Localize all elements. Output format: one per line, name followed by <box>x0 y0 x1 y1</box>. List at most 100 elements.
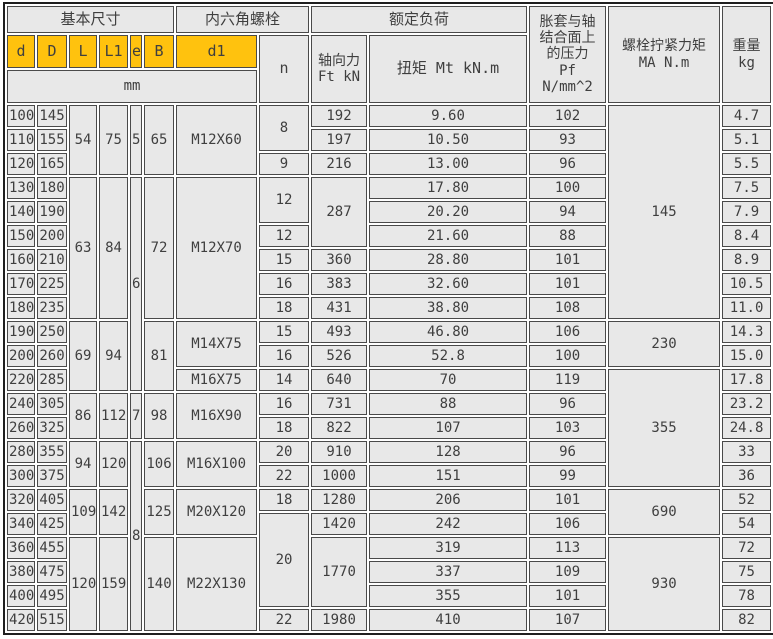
table-cell: 96 <box>529 393 607 415</box>
header-basic-dimensions: 基本尺寸 <box>7 6 175 33</box>
table-cell: 140 <box>7 201 35 223</box>
table-cell: 192 <box>311 105 368 127</box>
table-cell: 14.3 <box>722 321 772 343</box>
table-cell: 100 <box>7 105 35 127</box>
col-header-torque: 扭矩 Mt kN.m <box>369 35 528 103</box>
table-row: 220 285 M16X75 14 640 70 119 355 17.8 <box>7 369 772 487</box>
table-cell: 493 <box>311 321 368 343</box>
table-cell: 1770 <box>311 537 368 607</box>
table-cell: 52.8 <box>369 345 528 367</box>
header-hex-socket-bolt: 内六角螺栓 <box>176 6 310 33</box>
table-cell: 102 <box>529 105 607 127</box>
table-cell: 107 <box>529 609 607 631</box>
table-cell: 383 <box>311 273 368 295</box>
table-row: 130 180 63 84 6 72 M12X70 12 287 17.80 100 7.5 <box>7 177 772 391</box>
table-row: 300 375 22 1000 151 99 36 <box>7 465 772 487</box>
table-cell: 101 <box>529 489 607 511</box>
table-cell: 7.9 <box>722 201 772 223</box>
table-cell: 17.8 <box>722 369 772 391</box>
table-cell: 103 <box>529 417 607 439</box>
table-cell: 12 <box>259 225 310 247</box>
table-row: 320 405 109 142 125 M20X120 18 1280 206 101 690 52 <box>7 489 772 535</box>
table-cell: 86 <box>69 393 97 439</box>
table-cell: 420 <box>7 609 35 631</box>
header-weight: 重量 kg <box>722 6 772 103</box>
table-cell: 96 <box>529 153 607 175</box>
table-cell: 84 <box>99 177 128 319</box>
table-cell: 10.50 <box>369 129 528 151</box>
table-cell: 108 <box>529 297 607 319</box>
table-cell: 180 <box>37 177 67 199</box>
col-header-d: d <box>7 35 35 68</box>
table-cell: M16X75 <box>176 369 258 391</box>
table-cell: 7 <box>130 393 142 439</box>
table-cell: 36 <box>722 465 772 487</box>
table-cell: 220 <box>7 369 35 391</box>
table-cell: 8.4 <box>722 225 772 247</box>
table-cell: 319 <box>369 537 528 559</box>
table-cell: 120 <box>99 441 128 487</box>
expansion-sleeve-spec-table: 基本尺寸 内六角螺栓 额定负荷 胀套与轴 结合面上 的压力 Pf N/mm^2 … <box>3 2 773 635</box>
table-cell: 355 <box>369 585 528 607</box>
col-header-L: L <box>69 35 97 68</box>
table-row: 340 425 20 1420 242 106 54 <box>7 513 772 607</box>
table-cell: 16 <box>259 345 310 367</box>
table-cell: 5.1 <box>722 129 772 151</box>
table-cell: 305 <box>37 393 67 415</box>
table-cell: 106 <box>144 441 175 487</box>
col-header-d1: d1 <box>176 35 258 68</box>
table-row: 100 145 54 75 5 65 M12X60 8 192 9.60 102 145 4.7 <box>7 105 772 319</box>
table-cell: 78 <box>722 585 772 607</box>
table-cell: 65 <box>144 105 175 175</box>
table-cell: 495 <box>37 585 67 607</box>
col-header-n: n <box>259 35 310 103</box>
table-body: 100 145 54 75 5 65 M12X60 8 192 9.60 102 145 4.7 110 1… <box>7 105 772 631</box>
table-cell: 285 <box>37 369 67 391</box>
table-cell: 32.60 <box>369 273 528 295</box>
table-cell: 822 <box>311 417 368 439</box>
table-cell: 21.60 <box>369 225 528 247</box>
table-cell: 235 <box>37 297 67 319</box>
table-cell: 109 <box>529 561 607 583</box>
header-letter-row: d D L L1 e B d1 n 轴向力 Ft kN 扭矩 Mt kN.m <box>7 35 771 103</box>
table-row: 120 165 9 216 13.00 96 5.5 <box>7 153 772 175</box>
table-cell: 20 <box>259 513 310 607</box>
table-cell: 431 <box>311 297 368 319</box>
table-row: 280 355 94 120 8 106 M16X100 20 910 128 96 33 <box>7 441 772 631</box>
table-cell: 210 <box>37 249 67 271</box>
table-cell: 206 <box>369 489 528 511</box>
table-cell: 8.9 <box>722 249 772 271</box>
table-cell: 240 <box>7 393 35 415</box>
header-group-row: 基本尺寸 内六角螺栓 额定负荷 胀套与轴 结合面上 的压力 Pf N/mm^2 … <box>7 6 772 103</box>
table-cell: 260 <box>37 345 67 367</box>
table-cell: 337 <box>369 561 528 583</box>
table-cell: 93 <box>529 129 607 151</box>
table-row: 400 495 355 101 78 <box>7 585 772 607</box>
table-cell: 16 <box>259 273 310 295</box>
table-cell: 101 <box>529 273 607 295</box>
table-cell: 15 <box>259 249 310 271</box>
table-cell: 63 <box>69 177 97 319</box>
table-cell: 260 <box>7 417 35 439</box>
table-cell: 6 <box>130 177 142 391</box>
table-cell: 94 <box>529 201 607 223</box>
unit-mm-cell: mm <box>7 70 258 103</box>
table-cell: 82 <box>722 609 772 631</box>
table-cell: 54 <box>69 105 97 175</box>
table-cell: 355 <box>37 441 67 463</box>
table-row: 240 305 86 112 7 98 M16X90 16 731 88 96 23.2 <box>7 393 772 439</box>
table-cell: 75 <box>722 561 772 583</box>
table-cell: 98 <box>144 393 175 439</box>
col-header-B: B <box>144 35 175 68</box>
table-cell: 18 <box>259 489 310 511</box>
table-cell: 9.60 <box>369 105 528 127</box>
table-row: 150 200 12 21.60 88 8.4 <box>7 225 772 247</box>
table-cell: 930 <box>608 537 721 631</box>
table-row: 180 235 18 431 38.80 108 11.0 <box>7 297 772 319</box>
table-cell: 400 <box>7 585 35 607</box>
table-cell: 159 <box>99 537 128 631</box>
table-cell: 145 <box>608 105 721 319</box>
table-cell: 155 <box>37 129 67 151</box>
table-cell: 230 <box>608 321 721 367</box>
header-contact-pressure: 胀套与轴 结合面上 的压力 Pf N/mm^2 <box>529 6 607 103</box>
